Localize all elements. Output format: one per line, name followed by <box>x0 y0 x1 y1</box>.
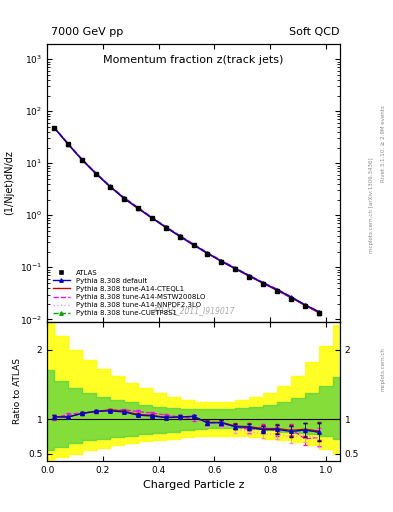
Text: Momentum fraction z(track jets): Momentum fraction z(track jets) <box>103 55 284 65</box>
Text: ATLAS_2011_I919017: ATLAS_2011_I919017 <box>152 306 235 315</box>
Text: 7000 GeV pp: 7000 GeV pp <box>51 27 123 37</box>
Y-axis label: (1/Njet)dN/dz: (1/Njet)dN/dz <box>4 150 15 215</box>
X-axis label: Charged Particle z: Charged Particle z <box>143 480 244 490</box>
Text: Soft QCD: Soft QCD <box>290 27 340 37</box>
Y-axis label: Ratio to ATLAS: Ratio to ATLAS <box>13 358 22 424</box>
Legend: ATLAS, Pythia 8.308 default, Pythia 8.308 tune-A14-CTEQL1, Pythia 8.308 tune-A14: ATLAS, Pythia 8.308 default, Pythia 8.30… <box>51 268 207 318</box>
Text: mcplots.cern.ch: mcplots.cern.ch <box>381 347 386 391</box>
Text: Rivet 3.1.10, ≥ 2.9M events: Rivet 3.1.10, ≥ 2.9M events <box>381 105 386 182</box>
Text: mcplots.cern.ch [arXiv:1306.3436]: mcplots.cern.ch [arXiv:1306.3436] <box>369 157 374 252</box>
